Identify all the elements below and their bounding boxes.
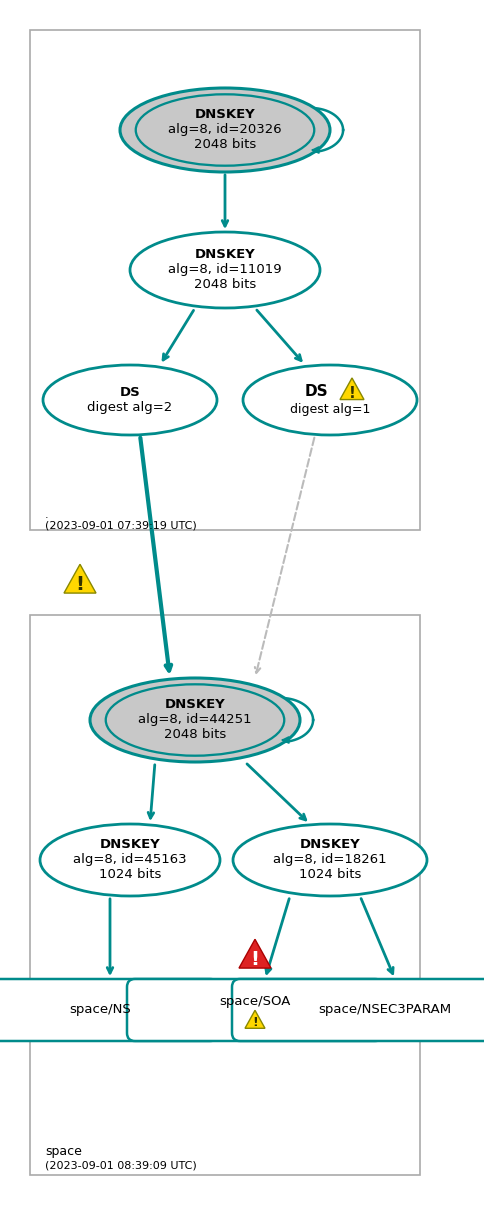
Text: 1024 bits: 1024 bits [99,869,161,882]
Text: digest alg=2: digest alg=2 [87,402,172,414]
Text: .: . [45,509,48,520]
Text: space/SOA: space/SOA [219,996,290,1008]
Polygon shape [339,378,363,399]
Text: 2048 bits: 2048 bits [194,279,256,291]
Text: !: ! [76,575,84,594]
FancyBboxPatch shape [30,615,419,1175]
Text: DS: DS [303,385,327,399]
Text: !: ! [252,1016,257,1030]
Text: DNSKEY: DNSKEY [194,108,255,121]
Text: digest alg=1: digest alg=1 [289,404,369,416]
Text: alg=8, id=11019: alg=8, id=11019 [168,263,281,277]
Text: DNSKEY: DNSKEY [194,249,255,262]
Polygon shape [244,1010,264,1029]
Text: !: ! [348,386,355,400]
Polygon shape [64,564,96,593]
Polygon shape [239,939,271,968]
Text: space/NS: space/NS [69,1003,131,1016]
Ellipse shape [120,89,329,172]
Text: DS: DS [120,386,140,399]
FancyBboxPatch shape [231,979,484,1041]
FancyBboxPatch shape [127,979,382,1041]
Text: (2023-09-01 07:39:19 UTC): (2023-09-01 07:39:19 UTC) [45,520,197,530]
Text: 1024 bits: 1024 bits [298,869,361,882]
Text: DNSKEY: DNSKEY [164,699,225,712]
Text: (2023-09-01 08:39:09 UTC): (2023-09-01 08:39:09 UTC) [45,1160,197,1171]
Ellipse shape [90,678,300,762]
Text: !: ! [250,950,259,969]
Text: space: space [45,1145,82,1158]
Text: DNSKEY: DNSKEY [299,838,360,852]
Text: alg=8, id=18261: alg=8, id=18261 [272,854,386,866]
Text: 2048 bits: 2048 bits [164,729,226,741]
Ellipse shape [43,365,216,435]
Ellipse shape [130,232,319,308]
Text: alg=8, id=44251: alg=8, id=44251 [138,713,251,727]
FancyBboxPatch shape [30,30,419,530]
Text: alg=8, id=45163: alg=8, id=45163 [73,854,186,866]
Ellipse shape [242,365,416,435]
Text: 2048 bits: 2048 bits [194,138,256,152]
Text: alg=8, id=20326: alg=8, id=20326 [168,124,281,137]
Ellipse shape [232,824,426,896]
Text: space/NSEC3PARAM: space/NSEC3PARAM [318,1003,451,1016]
Ellipse shape [40,824,220,896]
FancyBboxPatch shape [0,979,217,1041]
Text: DNSKEY: DNSKEY [99,838,160,852]
